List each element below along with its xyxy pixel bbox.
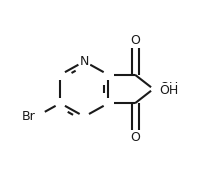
Text: O: O [130, 34, 140, 47]
Text: O: O [130, 131, 140, 144]
Text: Br: Br [22, 110, 35, 123]
Text: OH: OH [160, 84, 179, 97]
Text: N: N [80, 55, 89, 68]
Text: OH: OH [160, 81, 179, 94]
